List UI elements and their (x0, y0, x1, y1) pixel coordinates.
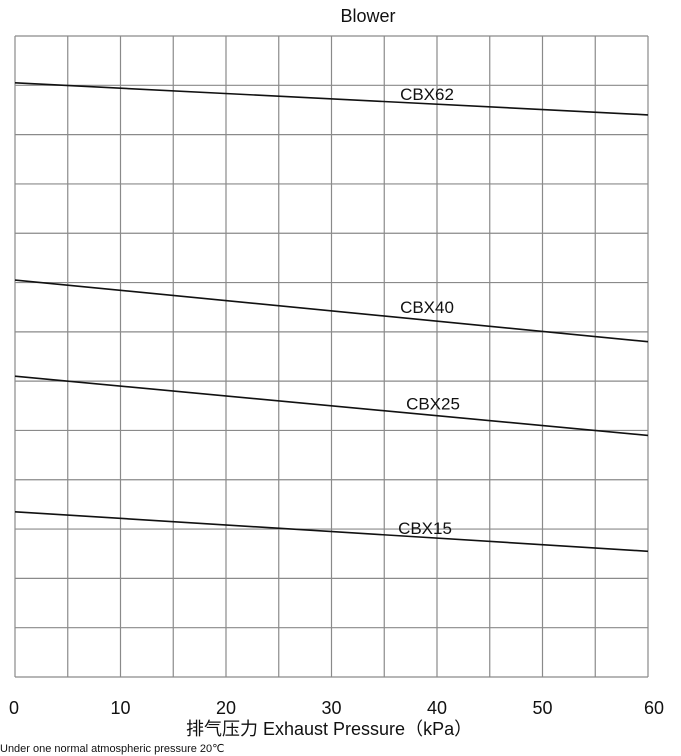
x-tick-label: 60 (644, 698, 664, 718)
series-label-cbx40: CBX40 (400, 298, 454, 317)
x-tick-label: 50 (532, 698, 552, 718)
chart-title: Blower (340, 6, 395, 26)
x-tick-label: 20 (216, 698, 236, 718)
x-tick-label: 0 (9, 698, 19, 718)
series-label-cbx25: CBX25 (406, 395, 460, 414)
x-axis-label: 排气压力 Exhaust Pressure（kPa） (186, 719, 472, 739)
footnote: Under one normal atmospheric pressure 20… (0, 743, 225, 755)
series-line-cbx25 (14, 375, 649, 437)
series-line-cbx62 (14, 82, 649, 116)
series-lines (14, 82, 649, 553)
series-label-cbx62: CBX62 (400, 85, 454, 104)
x-tick-label: 30 (321, 698, 341, 718)
grid (14, 35, 649, 678)
x-tick-label: 10 (110, 698, 130, 718)
series-line-cbx40 (14, 279, 649, 343)
series-label-cbx15: CBX15 (398, 519, 452, 538)
series-labels: CBX62 CBX40 CBX25 CBX15 (398, 85, 460, 538)
x-tick-label: 40 (427, 698, 447, 718)
x-tick-labels: 0 10 20 30 40 50 60 (9, 698, 664, 718)
series-line-cbx15 (14, 511, 649, 553)
